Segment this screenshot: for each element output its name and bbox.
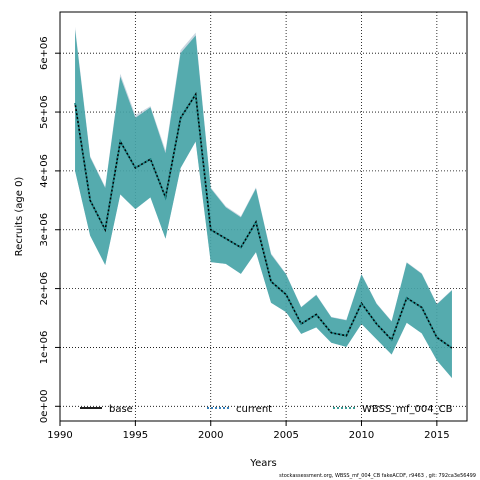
y-tick-label: 6e+06	[39, 36, 50, 70]
grid	[59, 12, 467, 421]
y-tick-label: 5e+06	[39, 95, 50, 129]
x-tick-label: 1995	[123, 430, 148, 441]
confidence-bands	[75, 26, 452, 379]
plot-frame	[59, 11, 468, 422]
x-axis-title: Years	[249, 458, 276, 469]
y-tick-label: 1e+06	[39, 331, 50, 365]
y-tick-label: 2e+06	[39, 272, 50, 306]
legend-label: WBSS_mf_004_CB	[362, 404, 453, 415]
legend-label: base	[109, 404, 133, 415]
y-tick-label: 3e+06	[39, 213, 50, 247]
y-tick-label: 0e+00	[39, 389, 50, 423]
x-tick-label: 2010	[349, 430, 374, 441]
x-axis: 1990 1995 2000 2005 2010 2015	[47, 421, 450, 441]
legend: base current WBSS_mf_004_CB	[80, 404, 453, 415]
band-WBSS_mf_004_CB	[75, 29, 452, 379]
y-tick-label: 4e+06	[39, 154, 50, 188]
x-tick-label: 2015	[424, 430, 449, 441]
series-lines	[74, 92, 453, 349]
line-WBSS_mf_004_CB	[74, 92, 453, 349]
y-axis-title: Recruits (age 0)	[14, 177, 25, 257]
x-tick-label: 2005	[273, 430, 298, 441]
y-axis: 0e+00 1e+06 2e+06 3e+06 4e+06 5e+06 6e+06	[39, 36, 60, 423]
footer-note: stockassessment.org, WBSS_mf_004_CB fake…	[279, 473, 476, 479]
legend-label: current	[236, 404, 272, 415]
x-tick-label: 1990	[47, 430, 72, 441]
x-tick-label: 2000	[198, 430, 223, 441]
